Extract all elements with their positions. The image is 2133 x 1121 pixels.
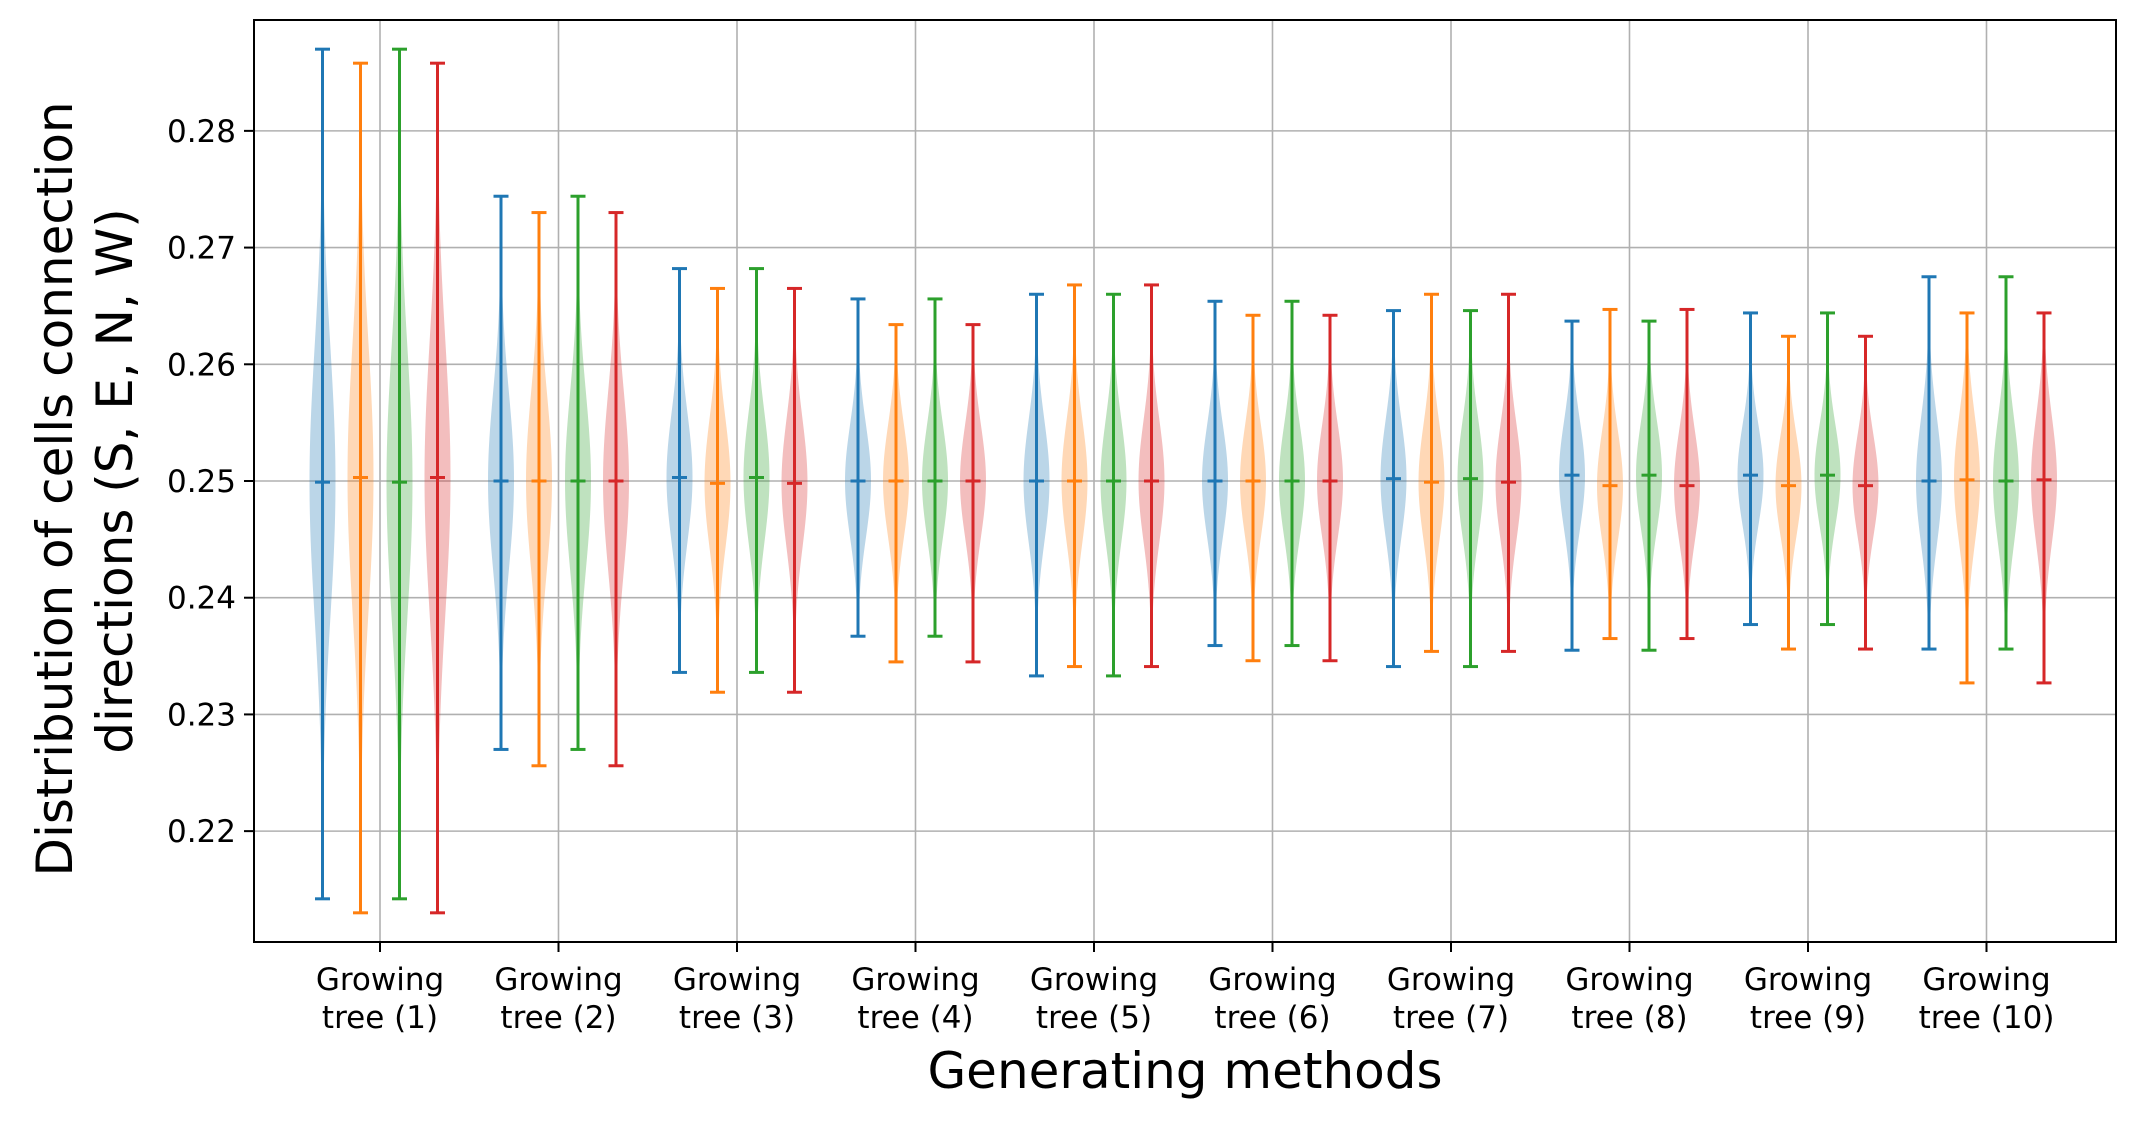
- x-tick-label: Growing tree (7): [1387, 962, 1515, 1036]
- y-tick-label: 0.22: [167, 814, 236, 850]
- x-tick-label: Growing tree (5): [1030, 962, 1158, 1036]
- x-tick-label-line: Growing: [494, 962, 622, 998]
- x-tick-label-line: tree (4): [857, 1000, 973, 1036]
- x-tick-label-line: tree (9): [1750, 1000, 1866, 1036]
- y-axis-title-line-2: directions (S, E, N, W): [86, 208, 144, 754]
- x-tick-label: Growing tree (6): [1208, 962, 1336, 1036]
- x-tick-label-line: tree (10): [1919, 1000, 2055, 1036]
- x-axis-title: Generating methods: [927, 1042, 1442, 1100]
- x-tick-label-line: Growing: [673, 962, 801, 998]
- y-tick-label: 0.25: [167, 464, 236, 500]
- y-tick-label: 0.26: [167, 347, 236, 383]
- x-tick-label: Growing tree (9): [1744, 962, 1872, 1036]
- x-tick-label-line: Growing: [1922, 962, 2050, 998]
- x-tick-label: Growing tree (3): [673, 962, 801, 1036]
- x-tick-label-line: tree (8): [1571, 1000, 1687, 1036]
- x-tick-label-line: tree (2): [500, 1000, 616, 1036]
- y-tick-label: 0.28: [167, 114, 236, 150]
- y-tick-label: 0.27: [167, 231, 236, 267]
- y-tick-label: 0.24: [167, 581, 236, 617]
- x-tick-label-line: Growing: [1387, 962, 1515, 998]
- x-tick-label-line: Growing: [1565, 962, 1693, 998]
- x-tick-label-line: tree (3): [679, 1000, 795, 1036]
- x-tick-label-line: Growing: [1208, 962, 1336, 998]
- y-axis-title: Distribution of cells connection directi…: [26, 85, 144, 876]
- x-tick-label: Growing tree (2): [494, 962, 622, 1036]
- x-tick-label-line: Growing: [851, 962, 979, 998]
- x-tick-label-line: Growing: [316, 962, 444, 998]
- x-tick-label: Growing tree (4): [851, 962, 979, 1036]
- x-tick-label-line: Growing: [1030, 962, 1158, 998]
- y-tick-label: 0.23: [167, 697, 236, 733]
- grid-layer: [254, 20, 2116, 942]
- x-tick-label-line: tree (7): [1393, 1000, 1509, 1036]
- x-tick-label-line: tree (1): [322, 1000, 438, 1036]
- y-axis-title-line-1: Distribution of cells connection: [26, 101, 84, 876]
- x-tick-label-line: tree (5): [1036, 1000, 1152, 1036]
- x-tick-label: Growing tree (10): [1919, 962, 2055, 1036]
- x-tick-label: Growing tree (8): [1565, 962, 1693, 1036]
- x-tick-label: Growing tree (1): [316, 962, 444, 1036]
- x-tick-label-line: Growing: [1744, 962, 1872, 998]
- violin-layer: [309, 47, 2057, 915]
- x-tick-label-line: tree (6): [1214, 1000, 1330, 1036]
